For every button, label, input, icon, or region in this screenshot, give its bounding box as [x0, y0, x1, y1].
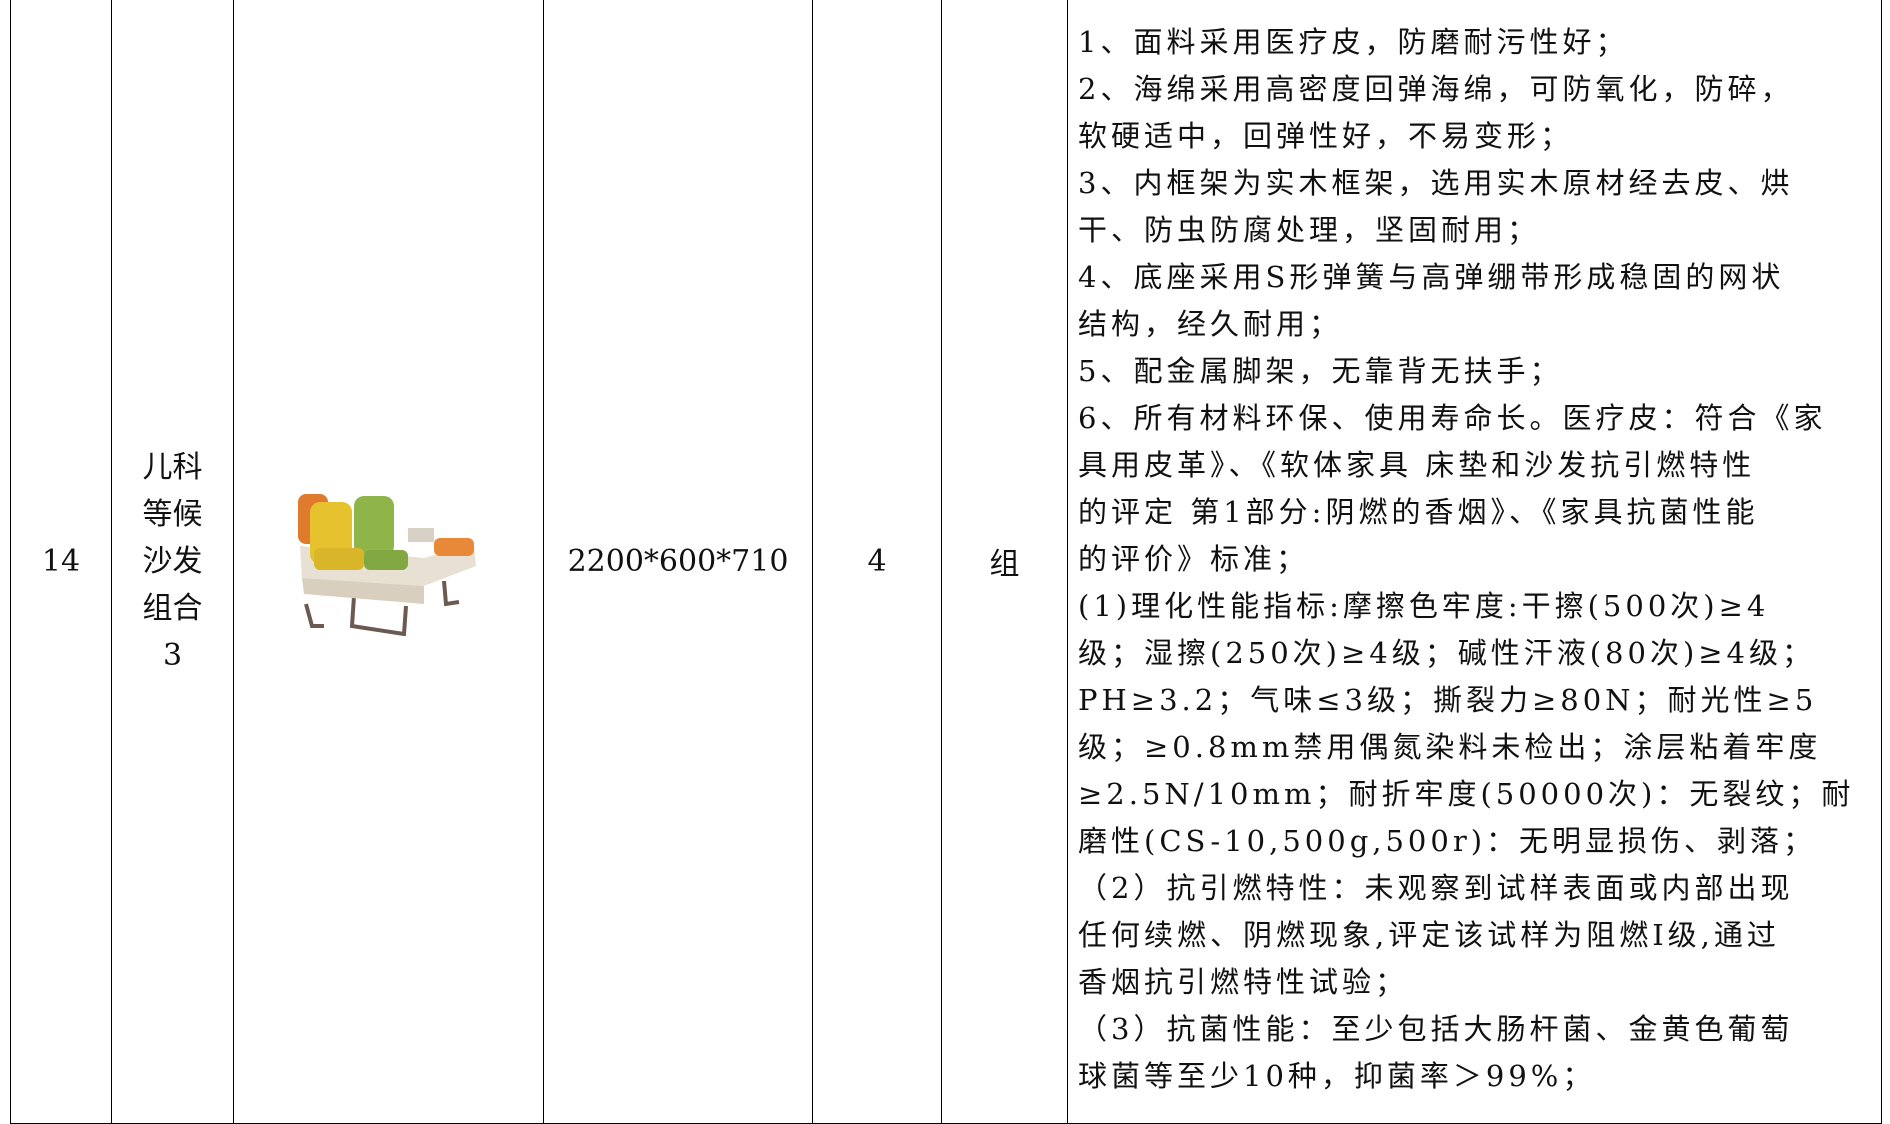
description-line: 3、内框架为实木框架，选用实木原材经去皮、烘	[1078, 166, 1794, 200]
table-row: 14 儿科等候沙发组合3 2200*600*710 4 组 1、面料采用医疗皮，…	[10, 0, 1882, 1124]
description-line: (1)理化性能指标:摩擦色牢度:干擦(500次)≥4	[1078, 589, 1770, 623]
description-line: 软硬适中，回弹性好，不易变形；	[1078, 119, 1574, 153]
description-line: 球菌等至少10种，抑菌率＞99%；	[1078, 1059, 1596, 1093]
description-line: 6、所有材料环保、使用寿命长。医疗皮：符合《家	[1078, 401, 1827, 435]
cell-description: 1、面料采用医疗皮，防磨耐污性好； 2、海绵采用高密度回弹海绵，可防氧化，防碎， 软…	[1067, 0, 1882, 1124]
sofa-image	[293, 486, 484, 636]
description-line: 干、防虫防腐处理，坚固耐用；	[1078, 213, 1541, 247]
description-line: ≥2.5N/10mm；耐折牢度(50000次)：无裂纹；耐	[1078, 777, 1855, 811]
description-line: 5、配金属脚架，无靠背无扶手；	[1078, 354, 1563, 388]
description-line: 具用皮革》、《软体家具 床垫和沙发抗引燃特性	[1078, 448, 1756, 482]
description-line: 4、底座采用S形弹簧与高弹绷带形成稳固的网状	[1078, 260, 1785, 294]
cell-unit: 组	[941, 0, 1068, 1124]
description-line: 香烟抗引燃特性试验；	[1078, 965, 1409, 999]
description-line: 1、面料采用医疗皮，防磨耐污性好；	[1078, 25, 1629, 59]
description-line: 的评定 第1部分:阴燃的香烟》、《家具抗菌性能	[1078, 495, 1759, 529]
description-line: 级；湿擦(250次)≥4级；碱性汗液(80次)≥4级；	[1078, 636, 1816, 670]
cell-index: 14	[10, 0, 112, 1124]
cell-name: 儿科等候沙发组合3	[111, 0, 234, 1124]
description-line: （3）抗菌性能：至少包括大肠杆菌、金黄色葡萄	[1078, 1012, 1794, 1046]
description-line: PH≥3.2；气味≤3级；撕裂力≥80N；耐光性≥5	[1078, 683, 1818, 717]
cell-image	[233, 0, 544, 1124]
description-line: 级；≥0.8mm禁用偶氮染料未检出；涂层粘着牢度	[1078, 730, 1822, 764]
spec-table: 14 儿科等候沙发组合3 2200*600*710 4 组 1、面料采用医疗皮，…	[10, 0, 1882, 1124]
description-line: 结构，经久耐用；	[1078, 307, 1343, 341]
description-line: （2）抗引燃特性：未观察到试样表面或内部出现	[1078, 871, 1794, 905]
description-line: 2、海绵采用高密度回弹海绵，可防氧化，防碎，	[1078, 72, 1794, 106]
cell-size: 2200*600*710	[543, 0, 813, 1124]
cell-quantity: 4	[812, 0, 942, 1124]
description-line: 的评价》标准；	[1078, 542, 1310, 576]
description-line: 任何续燃、阴燃现象,评定该试样为阻燃Ⅰ级,通过	[1078, 918, 1780, 952]
description-line: 磨性(CS-10,500g,500r)：无明显损伤、剥落；	[1078, 824, 1817, 858]
